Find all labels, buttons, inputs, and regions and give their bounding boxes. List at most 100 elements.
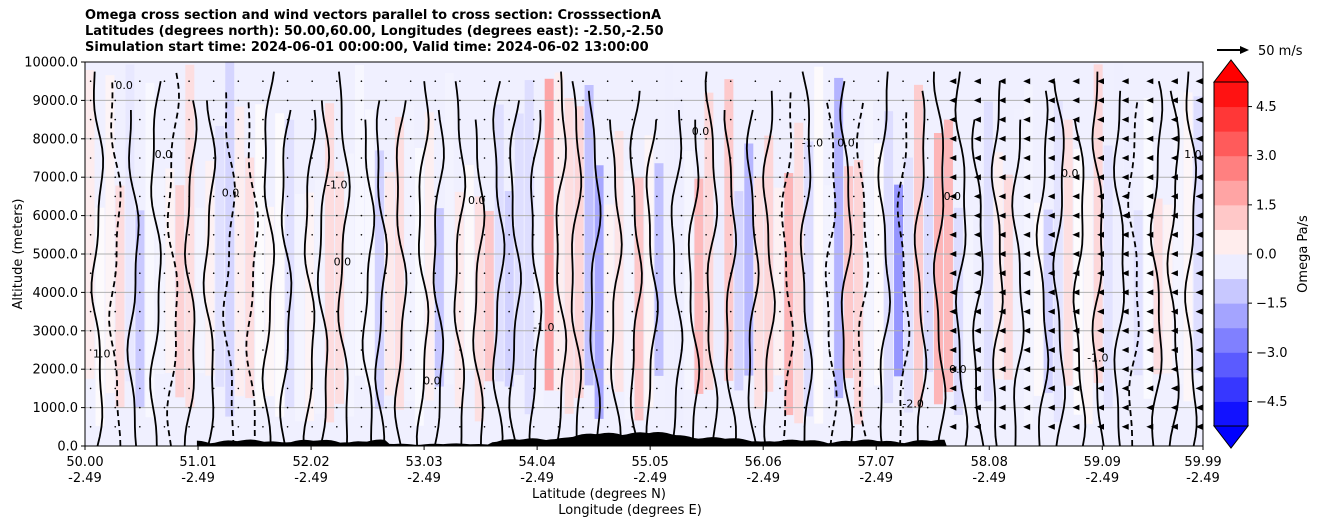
contour-label: -2.0 <box>902 398 923 411</box>
wind-vector <box>998 193 1006 200</box>
wind-vector <box>1170 174 1178 181</box>
wind-vector <box>237 330 240 332</box>
wind-vector <box>1195 135 1203 142</box>
wind-vector <box>949 366 957 373</box>
wind-vector <box>139 157 141 159</box>
colorbar-bin <box>1214 131 1248 157</box>
y-axis-label: Altitude (meters) <box>11 199 26 310</box>
wind-vector <box>680 330 683 332</box>
wind-vector <box>877 272 880 275</box>
wind-vector <box>409 138 412 140</box>
x-tick-label-lon: -2.49 <box>1085 471 1119 486</box>
wind-vector <box>459 80 461 82</box>
wind-vector <box>631 368 634 371</box>
wind-vector <box>360 349 363 351</box>
contour-line <box>745 109 760 446</box>
x-tick-label-lon: -2.49 <box>520 471 554 486</box>
wind-vector <box>237 368 240 371</box>
wind-vector <box>973 193 981 200</box>
omega-cell <box>514 113 524 375</box>
wind-vector <box>631 387 634 390</box>
wind-vector <box>656 330 658 332</box>
wind-vector <box>926 80 929 82</box>
wind-vector <box>114 176 117 178</box>
x-tick-label-lat: 59.09 <box>1084 455 1121 470</box>
omega-cell <box>963 214 973 424</box>
wind-vector <box>853 426 855 428</box>
omega-cell <box>95 207 105 427</box>
wind-vector <box>237 195 240 198</box>
omega-cell <box>165 168 175 373</box>
wind-vector <box>1047 135 1055 142</box>
omega-cell <box>674 97 684 426</box>
wind-vector <box>311 234 313 236</box>
wind-vector <box>532 176 535 178</box>
wind-vector <box>532 80 535 82</box>
wind-vector <box>828 426 831 428</box>
wind-vector <box>459 118 461 121</box>
wind-vector <box>212 291 215 294</box>
wind-vector <box>139 426 141 428</box>
wind-vector <box>1146 193 1154 200</box>
wind-vector <box>508 234 510 236</box>
wind-vector <box>1170 78 1178 85</box>
wind-vector <box>877 426 880 428</box>
wind-vector <box>680 80 683 82</box>
wind-vector <box>262 80 264 82</box>
wind-vector <box>1072 251 1080 257</box>
wind-vector <box>631 426 634 428</box>
wind-vector <box>902 157 904 159</box>
wind-vector <box>557 138 560 140</box>
omega-cell <box>993 152 1003 380</box>
x-tick-label-lat: 53.03 <box>405 455 442 470</box>
wind-vector <box>336 80 338 82</box>
wind-vector <box>286 291 289 294</box>
colorbar-bin <box>1214 229 1248 255</box>
wind-vector <box>803 176 806 178</box>
wind-vector <box>409 176 412 178</box>
wind-vector <box>286 253 289 255</box>
contour-line <box>108 81 122 446</box>
wind-vector <box>853 214 855 217</box>
contour-label: 0.0 <box>944 190 962 203</box>
contour-line <box>1091 71 1105 446</box>
wind-vector <box>139 272 141 275</box>
wind-vector <box>877 330 880 332</box>
wind-vector <box>680 195 683 198</box>
contour-line <box>302 109 317 446</box>
wind-vector <box>705 406 707 409</box>
wind-vector <box>114 387 117 390</box>
wind-vector <box>360 214 363 217</box>
wind-vector <box>680 426 683 428</box>
wind-vector <box>459 214 461 217</box>
wind-vector <box>336 118 338 121</box>
wind-vector <box>163 349 166 351</box>
colorbar-tick-label: −4.5 <box>1256 395 1288 410</box>
omega-cell <box>804 141 814 417</box>
wind-vector <box>163 310 166 313</box>
omega-cell <box>774 187 784 376</box>
omega-cell <box>983 101 993 402</box>
wind-vector <box>311 330 313 332</box>
omega-cell <box>175 185 185 398</box>
wind-vector <box>582 214 584 217</box>
wind-vector <box>114 272 117 275</box>
wind-vector <box>459 138 461 140</box>
wind-vector <box>828 272 831 275</box>
wind-vector <box>188 195 190 198</box>
wind-vector <box>483 138 486 140</box>
wind-vector <box>139 253 141 255</box>
x-tick-label-lat: 57.07 <box>858 455 895 470</box>
wind-vector <box>1146 174 1154 181</box>
wind-vector <box>483 99 486 102</box>
wind-vector <box>1170 231 1178 238</box>
contour-line <box>687 119 701 446</box>
contour-label: 0.0 <box>222 186 240 199</box>
wind-vector <box>705 253 707 255</box>
wind-vector <box>434 157 437 159</box>
wind-vector <box>163 118 166 121</box>
wind-vector <box>1121 135 1129 142</box>
omega-cell <box>325 103 335 423</box>
wind-vector <box>114 310 117 313</box>
wind-vector <box>1047 78 1055 85</box>
